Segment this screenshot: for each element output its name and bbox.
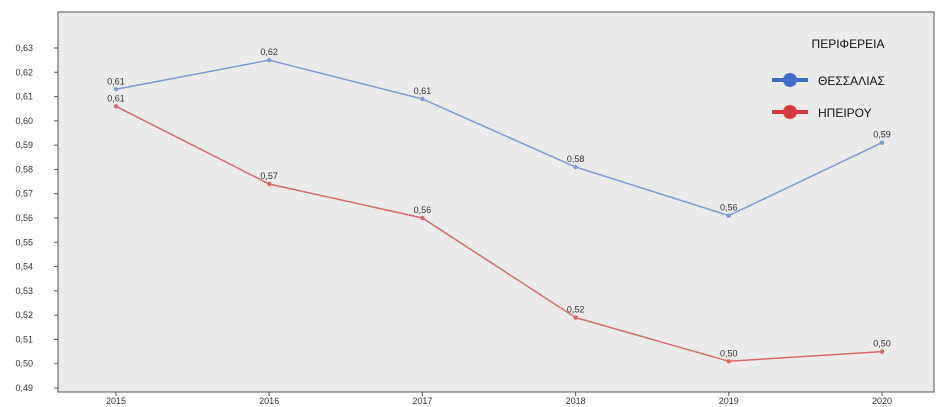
y-tick-label: 0,51 bbox=[15, 334, 33, 344]
data-label: 0,59 bbox=[873, 130, 891, 140]
data-label: 0,61 bbox=[414, 86, 432, 96]
series-line bbox=[115, 59, 883, 217]
y-tick-label: 0,62 bbox=[15, 67, 33, 77]
data-point bbox=[267, 181, 272, 187]
data-point bbox=[726, 213, 731, 218]
data-point bbox=[267, 57, 272, 63]
data-label: 0,50 bbox=[873, 339, 891, 349]
data-label: 0,50 bbox=[720, 348, 738, 358]
data-point bbox=[113, 104, 119, 109]
data-point bbox=[726, 359, 731, 364]
y-tick-label: 0,53 bbox=[15, 286, 33, 296]
data-label: 0,58 bbox=[567, 154, 585, 164]
legend: ΠΕΡΙΦΕΡΕΙΑ ΘΕΣΣΑΛΙΑΣ ΗΠΕΙΡΟΥ bbox=[772, 37, 885, 120]
series-layer: 0,61 0,62 0,61 0,58 0,56 0,59 0,61 0,57 0,56 0,52… bbox=[107, 47, 891, 364]
data-label: 0,56 bbox=[720, 203, 738, 213]
data-label: 0,62 bbox=[260, 47, 278, 57]
y-tick-label: 0,54 bbox=[15, 262, 33, 272]
legend-item-thessalias: ΘΕΣΣΑΛΙΑΣ bbox=[772, 73, 885, 88]
y-tick-label: 0,63 bbox=[15, 43, 33, 53]
data-label: 0,57 bbox=[260, 171, 278, 181]
y-tick-label: 0,61 bbox=[15, 92, 33, 102]
y-tick-label: 0,50 bbox=[15, 359, 33, 369]
series-line bbox=[115, 105, 883, 363]
data-point bbox=[420, 215, 425, 221]
y-tick-label: 0,49 bbox=[15, 383, 33, 393]
data-label: 0,61 bbox=[107, 93, 125, 103]
y-tick-label: 0,55 bbox=[15, 237, 33, 247]
series-ipeirou: 0,61 0,57 0,56 0,52 0,50 0,50 bbox=[107, 93, 891, 364]
x-tick-label: 2018 bbox=[566, 396, 586, 406]
y-tick-label: 0,58 bbox=[15, 164, 33, 174]
x-tick-label: 2019 bbox=[719, 396, 739, 406]
data-point bbox=[573, 164, 578, 170]
x-tick-label: 2015 bbox=[106, 396, 126, 406]
x-axis: 2015 2016 2017 2018 2019 2020 bbox=[106, 392, 892, 406]
series-thessalias: 0,61 0,62 0,61 0,58 0,56 0,59 bbox=[107, 47, 891, 218]
data-label: 0,52 bbox=[567, 305, 585, 315]
data-point bbox=[879, 349, 885, 354]
y-tick-label: 0,56 bbox=[15, 213, 33, 223]
legend-title: ΠΕΡΙΦΕΡΕΙΑ bbox=[812, 37, 885, 51]
y-tick-label: 0,60 bbox=[15, 116, 33, 126]
legend-label: ΘΕΣΣΑΛΙΑΣ bbox=[818, 74, 885, 88]
data-point bbox=[573, 315, 578, 320]
x-tick-label: 2017 bbox=[412, 396, 432, 406]
y-tick-label: 0,52 bbox=[15, 310, 33, 320]
data-label: 0,56 bbox=[414, 205, 432, 215]
x-tick-label: 2016 bbox=[259, 396, 279, 406]
y-tick-label: 0,59 bbox=[15, 140, 33, 150]
data-label: 0,61 bbox=[107, 76, 125, 86]
plot-area bbox=[57, 11, 935, 393]
data-point bbox=[879, 140, 885, 145]
legend-swatch-marker bbox=[783, 105, 797, 119]
y-tick-label: 0,57 bbox=[15, 189, 33, 199]
legend-label: ΗΠΕΙΡΟΥ bbox=[818, 106, 872, 120]
data-point bbox=[113, 87, 119, 92]
legend-item-ipeirou: ΗΠΕΙΡΟΥ bbox=[772, 105, 872, 120]
y-axis: 0,49 0,50 0,51 0,52 0,53 0,54 0,55 0,56 0,57 0,58… bbox=[15, 43, 58, 393]
data-point bbox=[420, 96, 425, 102]
x-tick-label: 2020 bbox=[872, 396, 892, 406]
legend-swatch-marker bbox=[783, 73, 797, 87]
